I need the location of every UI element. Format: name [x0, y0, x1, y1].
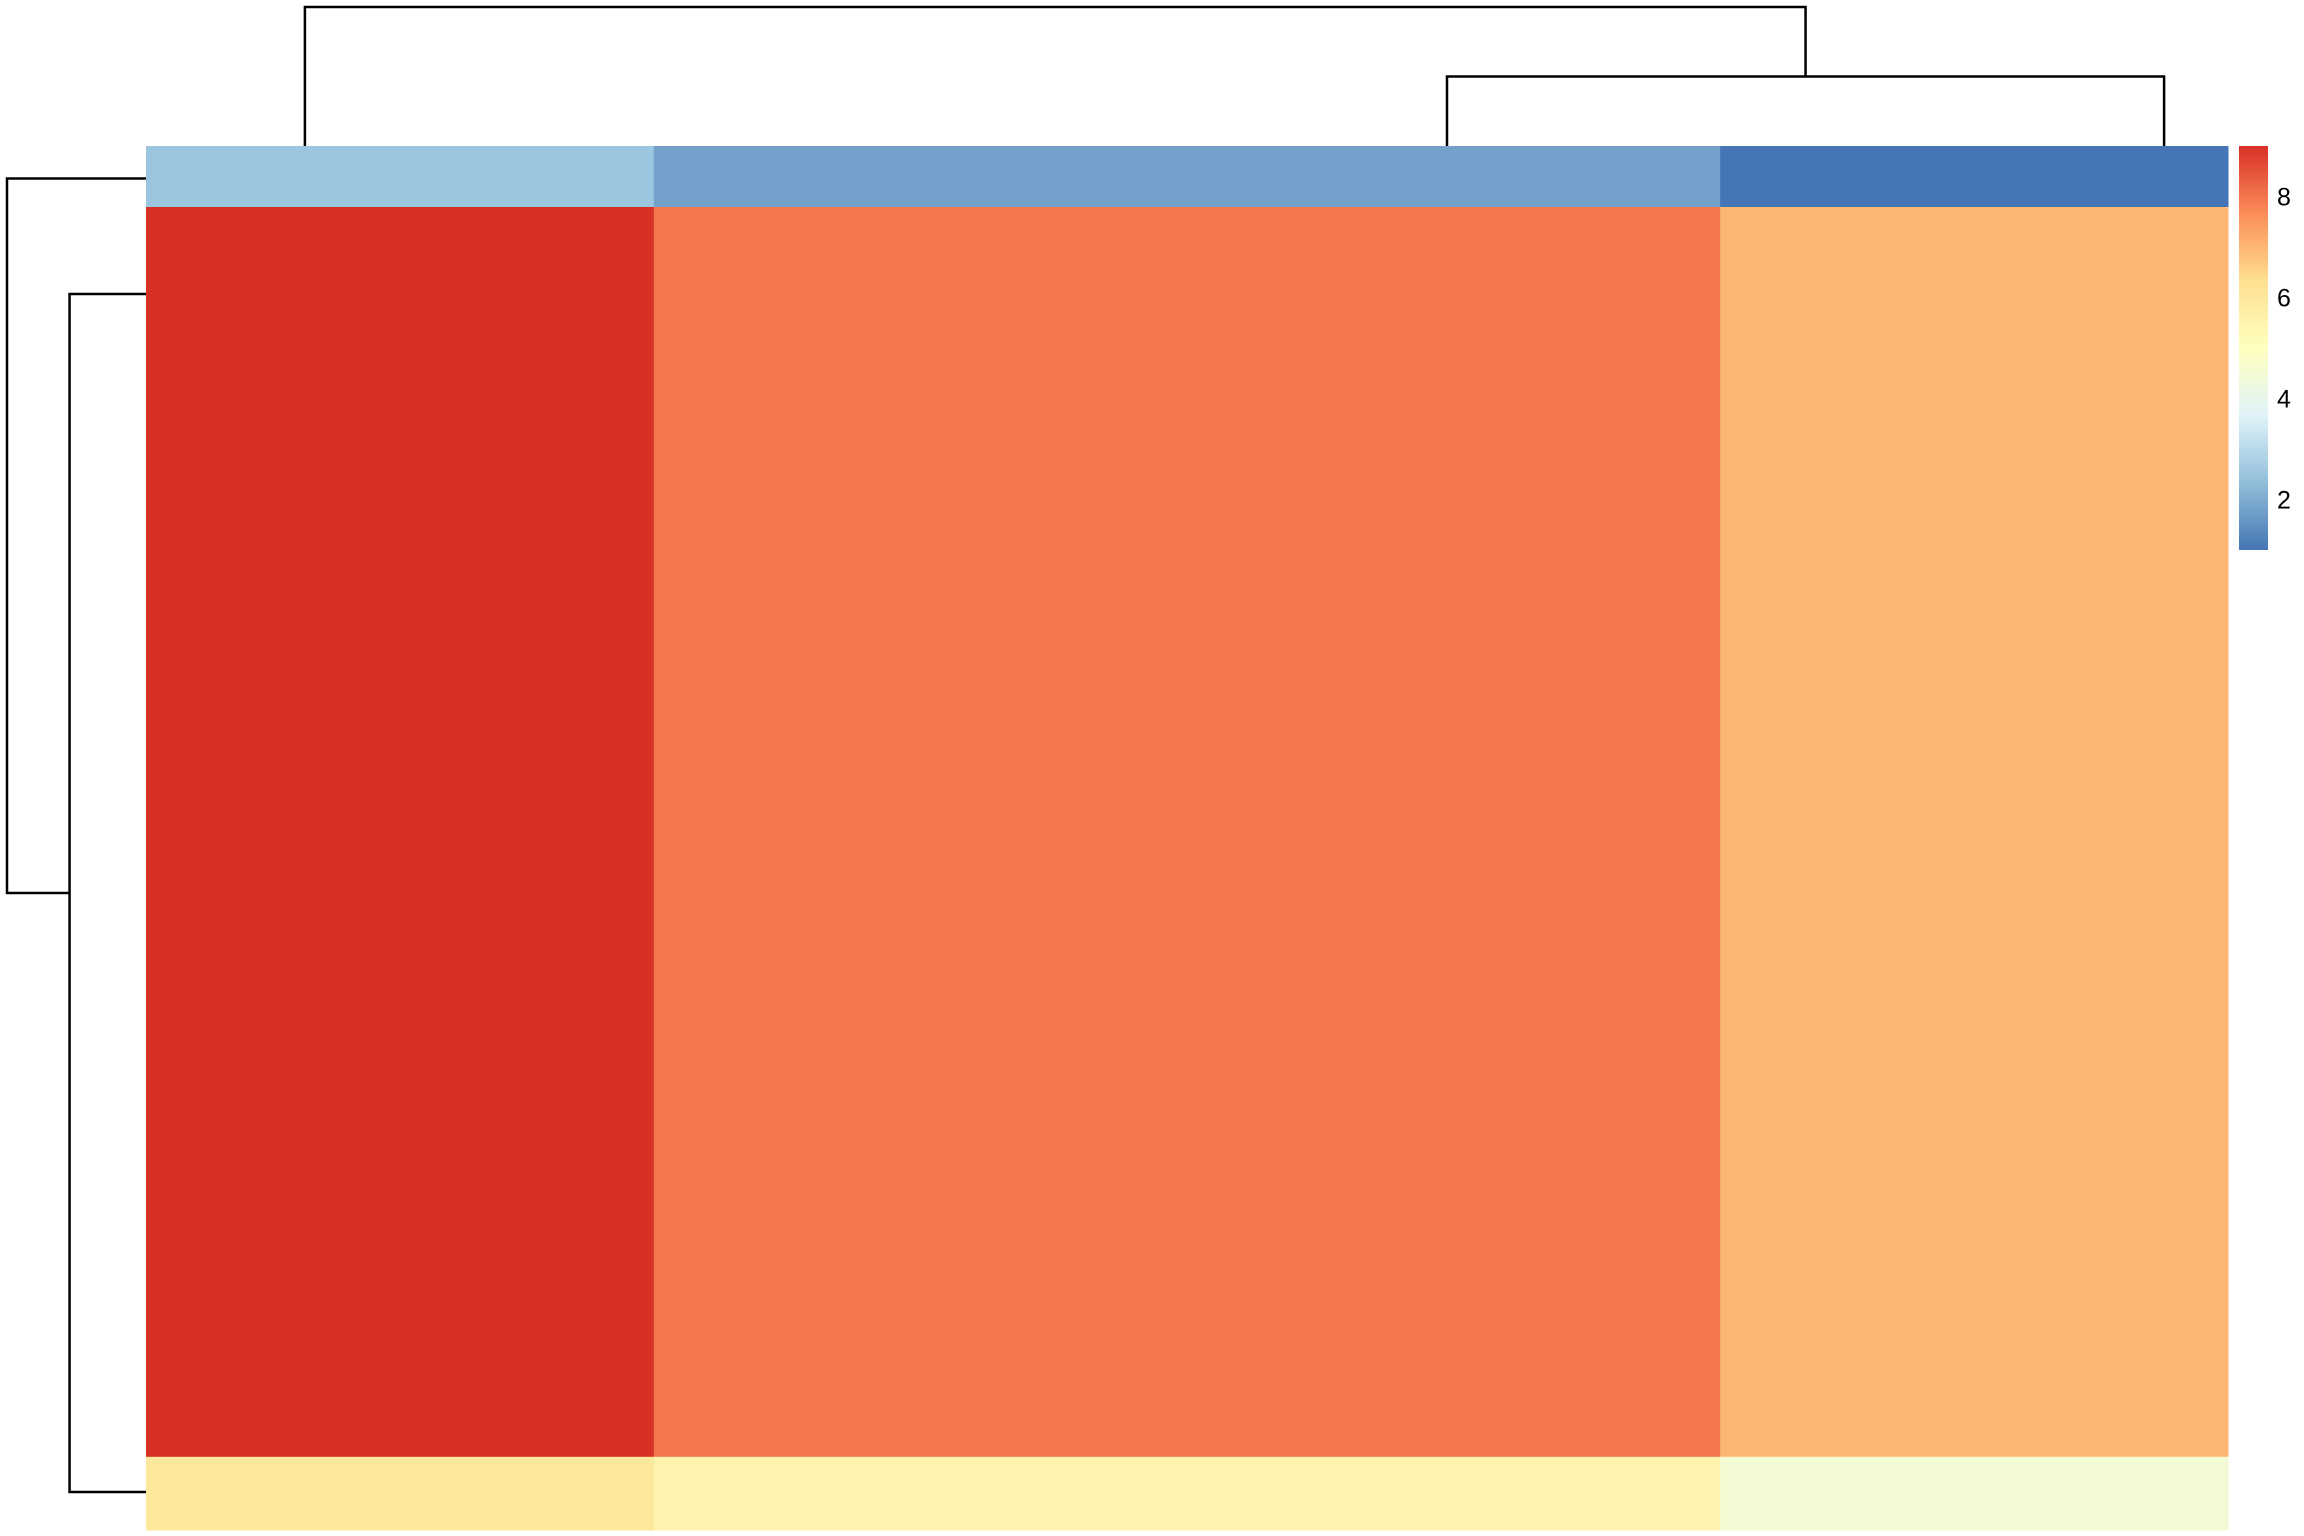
row-dendrogram [5, 177, 146, 1494]
row-dendrogram-branch [68, 292, 146, 1494]
heatmap-cell-r3-c2 [653, 1456, 1721, 1531]
heatmap-cell-r2-c1 [146, 207, 655, 1458]
legend-ticks: 2 4 6 8 [2277, 184, 2291, 515]
color-legend: 2 4 6 8 [2239, 146, 2291, 550]
column-dendrogram [303, 5, 2166, 146]
legend-tick-label-8: 8 [2277, 184, 2291, 212]
legend-tick-label-6: 6 [2277, 285, 2291, 313]
heatmap-cells [146, 146, 2229, 1531]
heatmap-cell-r3-c3 [1720, 1456, 2229, 1531]
heatmap-cell-r1-c3 [1720, 146, 2229, 208]
legend-tick-label-2: 2 [2277, 487, 2291, 515]
legend-color-bar [2239, 146, 2268, 550]
heatmap-cell-r1-c2 [653, 146, 1721, 208]
heatmap-cell-r2-c3 [1720, 207, 2229, 1458]
heatmap-cell-r2-c2 [653, 207, 1721, 1458]
legend-tick-label-4: 4 [2277, 386, 2291, 414]
heatmap-cell-r1-c1 [146, 146, 655, 208]
column-dendrogram-branch [1445, 75, 2166, 146]
column-dendrogram-root [303, 5, 1807, 146]
heatmap-cell-r3-c1 [146, 1456, 655, 1531]
row-dendrogram-root [5, 177, 146, 895]
